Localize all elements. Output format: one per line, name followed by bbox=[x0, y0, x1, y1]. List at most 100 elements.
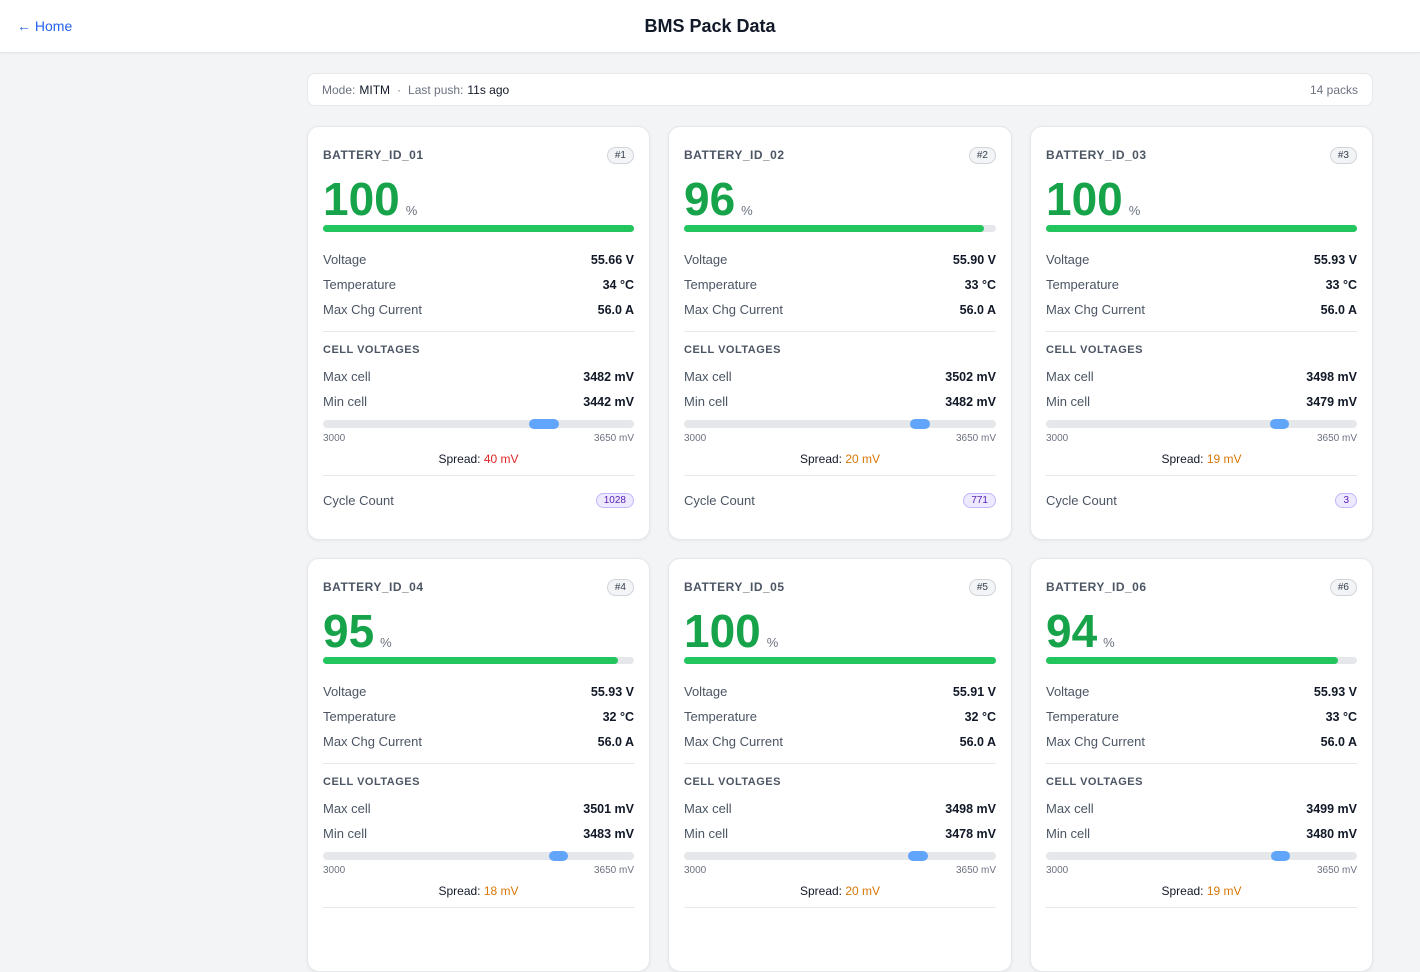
metrics: Voltage 55.93 V Temperature 33 °C Max Chg Cu… bbox=[1046, 679, 1357, 754]
range-min: 3000 bbox=[684, 433, 707, 444]
soc-track bbox=[323, 225, 634, 232]
section-title: CELL VOLTAGES bbox=[1046, 344, 1143, 356]
metrics: Voltage 55.93 V Temperature 32 °C Max Chg Cu… bbox=[323, 679, 634, 754]
max-chg-current-value: 56.0 A bbox=[597, 734, 634, 749]
divider bbox=[1046, 331, 1357, 332]
divider bbox=[684, 763, 996, 764]
voltage-row: Voltage 55.91 V bbox=[684, 679, 996, 704]
temperature-row: Temperature 34 °C bbox=[323, 272, 634, 297]
min-cell-row: Min cell 3480 mV bbox=[1046, 821, 1357, 846]
range-max: 3650 mV bbox=[1316, 865, 1357, 876]
metrics: Voltage 55.93 V Temperature 33 °C Max Chg Cu… bbox=[1046, 247, 1357, 322]
cell-range-marker bbox=[908, 851, 929, 861]
card-header: BATTERY_ID_03 #3 bbox=[1046, 143, 1357, 167]
section-title: CELL VOLTAGES bbox=[684, 344, 781, 356]
max-chg-current-value: 56.0 A bbox=[1320, 302, 1357, 317]
spread-value: 18 mV bbox=[483, 884, 519, 898]
pack-name: BATTERY_ID_05 bbox=[684, 580, 785, 594]
pack-badge: #1 bbox=[606, 146, 634, 164]
soc-value: 95 bbox=[323, 605, 375, 657]
soc-value: 100 bbox=[684, 605, 761, 657]
temperature-value: 33 °C bbox=[1325, 277, 1357, 292]
card-grid: BATTERY_ID_01 #1 100% Voltage 55.66 V Tempera… bbox=[307, 126, 1373, 972]
soc-value: 96 bbox=[684, 173, 736, 225]
max-cell-label: Max cell bbox=[1046, 369, 1094, 384]
max-chg-current-row: Max Chg Current 56.0 A bbox=[684, 297, 996, 322]
min-cell-label: Min cell bbox=[1046, 394, 1091, 409]
soc-track bbox=[323, 657, 634, 664]
mode: MITM bbox=[359, 82, 391, 97]
cell-rows: Max cell 3498 mV Min cell 3479 mV bbox=[1046, 364, 1357, 414]
max-chg-current-label: Max Chg Current bbox=[684, 734, 783, 749]
cycle-count-value: 3 bbox=[1335, 493, 1357, 508]
voltage-value: 55.93 V bbox=[590, 684, 634, 699]
soc-bar bbox=[323, 657, 619, 664]
soc-bar bbox=[1046, 225, 1357, 232]
max-cell-value: 3499 mV bbox=[1306, 801, 1357, 816]
pack-name: BATTERY_ID_06 bbox=[1046, 580, 1147, 594]
min-cell-row: Min cell 3482 mV bbox=[684, 389, 996, 414]
max-cell-value: 3498 mV bbox=[945, 801, 996, 816]
metrics: Voltage 55.66 V Temperature 34 °C Max Chg Cu… bbox=[323, 247, 634, 322]
cell-range-ends: 3000 3650 mV bbox=[323, 865, 634, 877]
divider bbox=[684, 331, 996, 332]
max-cell-row: Max cell 3499 mV bbox=[1046, 796, 1357, 821]
max-chg-current-value: 56.0 A bbox=[1320, 734, 1357, 749]
temperature-label: Temperature bbox=[1046, 709, 1119, 724]
soc-value: 100 bbox=[323, 173, 400, 225]
spread: Spread: 20 mV bbox=[684, 884, 996, 898]
temperature-value: 32 °C bbox=[602, 709, 634, 724]
cell-range-track bbox=[323, 419, 634, 429]
voltage-value: 55.93 V bbox=[1313, 252, 1357, 267]
soc-bar bbox=[684, 225, 984, 232]
push-label: Last push: bbox=[408, 82, 464, 97]
max-cell-row: Max cell 3502 mV bbox=[684, 364, 996, 389]
temperature-value: 33 °C bbox=[1325, 709, 1357, 724]
cell-rows: Max cell 3501 mV Min cell 3483 mV bbox=[323, 796, 634, 846]
cell-range-track bbox=[1046, 419, 1357, 429]
card-header: BATTERY_ID_06 #6 bbox=[1046, 575, 1357, 599]
push: 11s ago bbox=[467, 82, 510, 97]
page-title: BMS Pack Data bbox=[644, 16, 776, 36]
soc: 94% bbox=[1046, 608, 1357, 654]
pack-card: BATTERY_ID_04 #4 95% Voltage 55.93 V Temperat… bbox=[307, 558, 650, 972]
max-chg-current-value: 56.0 A bbox=[597, 302, 634, 317]
range-min: 3000 bbox=[323, 865, 346, 876]
spread-label: Spread: bbox=[438, 884, 481, 898]
min-cell-value: 3482 mV bbox=[945, 394, 996, 409]
voltage-value: 55.93 V bbox=[1313, 684, 1357, 699]
max-cell-label: Max cell bbox=[684, 369, 732, 384]
max-chg-current-row: Max Chg Current 56.0 A bbox=[323, 297, 634, 322]
temperature-label: Temperature bbox=[323, 277, 396, 292]
pack-name: BATTERY_ID_04 bbox=[323, 580, 424, 594]
pack-badge: #3 bbox=[1329, 146, 1357, 164]
temperature-label: Temperature bbox=[684, 277, 757, 292]
voltage-row: Voltage 55.66 V bbox=[323, 247, 634, 272]
home-link[interactable]: ← Home bbox=[17, 18, 73, 34]
spread-value: 19 mV bbox=[1206, 884, 1242, 898]
max-cell-label: Max cell bbox=[684, 801, 732, 816]
section-title: CELL VOLTAGES bbox=[323, 776, 420, 788]
soc-track bbox=[1046, 225, 1357, 232]
spread: Spread: 19 mV bbox=[1046, 452, 1357, 466]
divider bbox=[1046, 475, 1357, 476]
voltage-value: 55.66 V bbox=[590, 252, 634, 267]
cycle-count-value: 1028 bbox=[595, 493, 634, 508]
cell-range-track bbox=[323, 851, 634, 861]
section-title: CELL VOLTAGES bbox=[323, 344, 420, 356]
max-chg-current-label: Max Chg Current bbox=[323, 734, 422, 749]
divider bbox=[323, 763, 634, 764]
soc-bar bbox=[323, 225, 634, 232]
cycle-count-label: Cycle Count bbox=[1046, 493, 1117, 508]
max-chg-current-row: Max Chg Current 56.0 A bbox=[684, 729, 996, 754]
temperature-label: Temperature bbox=[1046, 277, 1119, 292]
divider bbox=[684, 907, 996, 908]
max-chg-current-value: 56.0 A bbox=[959, 734, 996, 749]
min-cell-label: Min cell bbox=[684, 394, 729, 409]
soc: 96% bbox=[684, 176, 996, 222]
cell-range-marker bbox=[1270, 851, 1290, 861]
range-max: 3650 mV bbox=[955, 433, 996, 444]
min-cell-label: Min cell bbox=[323, 394, 368, 409]
spread-label: Spread: bbox=[1161, 452, 1204, 466]
range-min: 3000 bbox=[1046, 865, 1069, 876]
